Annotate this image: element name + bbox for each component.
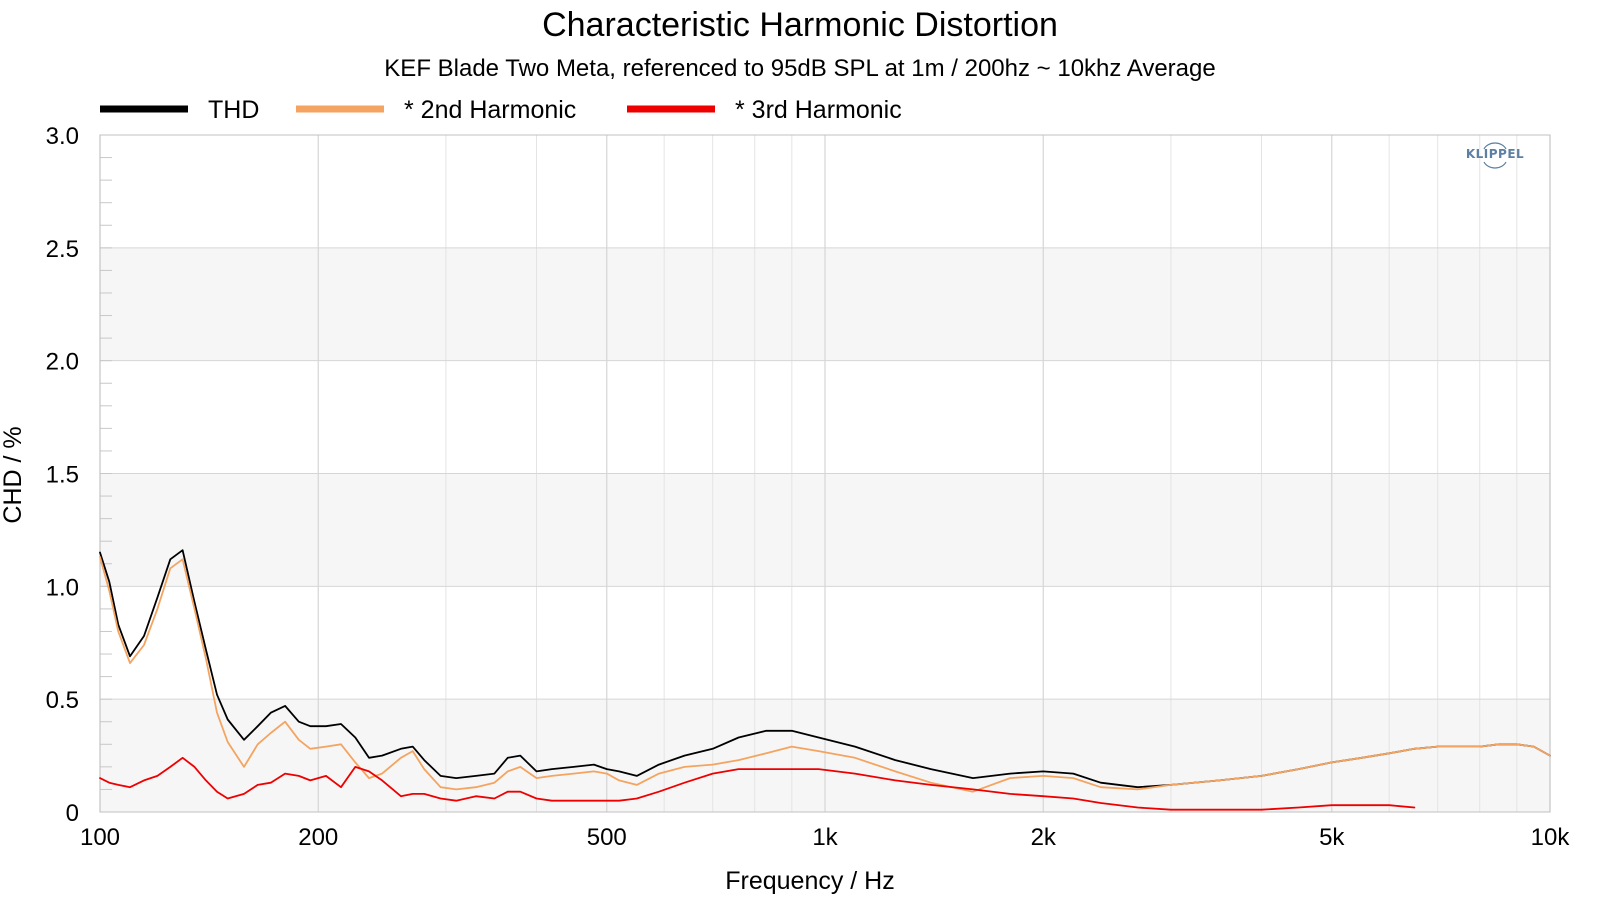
y-tick-label: 2.0 <box>46 349 79 376</box>
y-tick-label: 0.5 <box>46 687 79 714</box>
series-group <box>99 549 1551 811</box>
legend-label-0: THD <box>208 96 259 124</box>
klippel-logo: KLIPPEL <box>1466 142 1524 169</box>
x-tick-label: 1k <box>812 824 838 851</box>
y-tick-label: 0 <box>66 800 79 827</box>
x-tick-label: 2k <box>1031 824 1057 851</box>
x-axis-label: Frequency / Hz <box>725 867 895 895</box>
legend-label-1: * 2nd Harmonic <box>404 96 576 124</box>
series-line-2 <box>99 756 1416 811</box>
chart-subtitle: KEF Blade Two Meta, referenced to 95dB S… <box>384 55 1215 82</box>
x-axis: 100 200 500 1k 2k 5k 10k <box>80 824 1570 851</box>
legend: THD * 2nd Harmonic * 3rd Harmonic <box>100 96 902 124</box>
klippel-logo-arc-top <box>1483 142 1507 150</box>
x-tick-label: 500 <box>587 824 627 851</box>
x-tick-label: 200 <box>298 824 338 851</box>
klippel-logo-arc-bottom <box>1483 161 1507 169</box>
y-axis: 0 0.5 1.0 1.5 2.0 2.5 3.0 <box>46 123 79 827</box>
legend-label-2: * 3rd Harmonic <box>735 96 902 124</box>
klippel-logo-text: KLIPPEL <box>1466 147 1524 161</box>
series-line-1 <box>99 556 1551 793</box>
chart-title: Characteristic Harmonic Distortion <box>542 6 1058 44</box>
y-tick-label: 2.5 <box>46 236 79 263</box>
y-tick-label: 1.0 <box>46 574 79 601</box>
x-tick-label: 5k <box>1319 824 1345 851</box>
x-tick-label: 100 <box>80 824 120 851</box>
y-axis-label: CHD / % <box>0 426 27 523</box>
plot-frame <box>99 134 1551 813</box>
x-tick-label: 10k <box>1531 824 1571 851</box>
grid <box>99 134 1551 813</box>
y-tick-label: 3.0 <box>46 123 79 150</box>
y-tick-label: 1.5 <box>46 462 79 489</box>
